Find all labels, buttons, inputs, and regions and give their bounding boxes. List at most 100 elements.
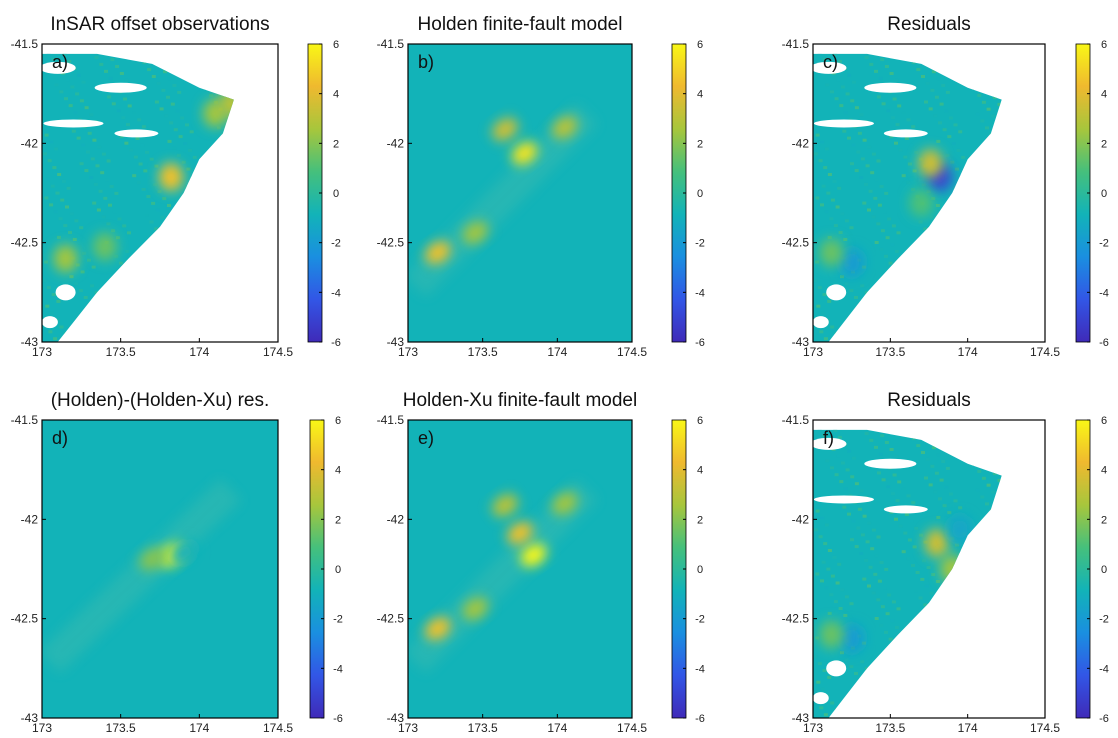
heatmap-field bbox=[42, 420, 278, 718]
panel-label: a) bbox=[52, 52, 68, 72]
colorbar-tick-label: -2 bbox=[331, 238, 341, 250]
y-tick-label: -41.5 bbox=[377, 37, 405, 51]
x-tick-label: 174.5 bbox=[617, 721, 647, 735]
plot-frame bbox=[812, 43, 1046, 343]
model-blob-1 bbox=[507, 521, 533, 545]
data-blob-2 bbox=[839, 624, 864, 653]
colorbar-tick-label: 6 bbox=[697, 39, 703, 51]
colorbar-tick-label: 4 bbox=[1101, 465, 1107, 477]
x-tick-label: 174 bbox=[547, 721, 567, 735]
y-tick-label: -43 bbox=[792, 711, 810, 725]
x-tick-label: 174 bbox=[189, 721, 209, 735]
x-tick-label: 174 bbox=[547, 345, 567, 359]
colorbar-tick-label: -4 bbox=[1099, 663, 1109, 675]
y-tick-label: -41.5 bbox=[11, 413, 39, 427]
colorbar-tick-label: 2 bbox=[335, 514, 341, 526]
data-blob-3 bbox=[819, 238, 844, 267]
data-blob-1 bbox=[940, 555, 965, 583]
x-tick-label: 174 bbox=[189, 345, 209, 359]
panel-title: Holden finite-fault model bbox=[418, 14, 623, 35]
panel-label: c) bbox=[823, 52, 838, 72]
plot-frame bbox=[407, 419, 633, 719]
x-tick-label: 173.5 bbox=[875, 721, 905, 735]
model-blob-2 bbox=[551, 115, 578, 139]
colorbar-tick-label: 2 bbox=[1101, 514, 1107, 526]
colorbar-tick-label: 6 bbox=[333, 39, 339, 51]
x-tick-label: 173 bbox=[32, 345, 52, 359]
x-tick-label: 174 bbox=[958, 345, 978, 359]
panel-a: InSAR offset observations a) 173 173.5 174 17… bbox=[11, 14, 341, 359]
colorbar-tick-label: 6 bbox=[697, 415, 703, 427]
x-tick-label: 174.5 bbox=[263, 721, 293, 735]
heatmap-field bbox=[408, 44, 632, 342]
colorbar-tick-label: 4 bbox=[1101, 89, 1107, 101]
model-blob-2 bbox=[492, 493, 518, 517]
x-tick-label: 174.5 bbox=[1030, 721, 1060, 735]
model-blob-1 bbox=[492, 117, 518, 141]
data-blob-4 bbox=[218, 89, 234, 118]
model-blob-0 bbox=[511, 141, 538, 165]
panel-b: Holden finite-fault model b) 173 173.5 174 17… bbox=[377, 14, 705, 359]
y-tick-label: -41.5 bbox=[11, 37, 39, 51]
heatmap-field bbox=[813, 53, 1002, 342]
y-tick-label: -42 bbox=[21, 136, 39, 150]
x-tick-label: 173 bbox=[803, 721, 823, 735]
colorbar-tick-label: 4 bbox=[335, 465, 341, 477]
colorbar-tick-label: -6 bbox=[1099, 337, 1109, 349]
colorbar-tick-label: -6 bbox=[331, 337, 341, 349]
heatmap-field bbox=[42, 53, 234, 342]
y-tick-label: -41.5 bbox=[782, 37, 810, 51]
y-tick-label: -43 bbox=[21, 711, 39, 725]
y-tick-label: -42 bbox=[387, 512, 405, 526]
panel-title: InSAR offset observations bbox=[50, 14, 269, 35]
x-tick-label: 174.5 bbox=[263, 345, 293, 359]
x-tick-label: 173 bbox=[32, 721, 52, 735]
data-blob-0 bbox=[924, 529, 949, 558]
y-tick-label: -41.5 bbox=[377, 413, 405, 427]
colorbar-tick-label: 2 bbox=[697, 138, 703, 150]
colorbar-tick-label: 0 bbox=[697, 564, 703, 576]
y-tick-label: -42 bbox=[792, 136, 810, 150]
y-tick-label: -42.5 bbox=[11, 236, 39, 250]
y-tick-label: -43 bbox=[792, 335, 810, 349]
model-blob-0 bbox=[520, 543, 547, 567]
colorbar-tick-label: -2 bbox=[695, 614, 705, 626]
x-tick-label: 173 bbox=[398, 721, 418, 735]
colorbar-tick-label: 6 bbox=[1101, 39, 1107, 51]
x-tick-label: 173 bbox=[398, 345, 418, 359]
panel-title: Holden-Xu finite-fault model bbox=[403, 390, 637, 411]
panel-label: f) bbox=[823, 428, 834, 448]
panel-label: e) bbox=[418, 428, 434, 448]
colorbar-tick-label: 2 bbox=[333, 138, 339, 150]
y-tick-label: -42.5 bbox=[377, 612, 405, 626]
model-blob-2 bbox=[170, 541, 197, 565]
plot-frame bbox=[812, 419, 1046, 719]
model-blob-3 bbox=[425, 241, 451, 265]
colorbar-tick-label: 2 bbox=[697, 514, 703, 526]
y-tick-label: -42 bbox=[21, 512, 39, 526]
colorbar-tick-label: -4 bbox=[695, 287, 705, 299]
plot-frame bbox=[41, 43, 279, 343]
y-tick-label: -42.5 bbox=[782, 236, 810, 250]
colorbar-tick-label: -6 bbox=[333, 713, 343, 725]
data-blob-2 bbox=[839, 248, 864, 277]
colorbar-tick-label: -6 bbox=[695, 337, 705, 349]
panel-label: d) bbox=[52, 428, 68, 448]
colorbar-tick-label: 4 bbox=[697, 89, 703, 101]
y-tick-label: -42 bbox=[792, 512, 810, 526]
colorbar-tick-label: -2 bbox=[1099, 238, 1109, 250]
x-tick-label: 174.5 bbox=[1030, 345, 1060, 359]
x-tick-label: 174 bbox=[958, 721, 978, 735]
colorbar-tick-label: 6 bbox=[335, 415, 341, 427]
panel-label: b) bbox=[418, 52, 434, 72]
data-blob-1 bbox=[918, 149, 943, 178]
x-tick-label: 173.5 bbox=[468, 721, 498, 735]
data-blob-1 bbox=[53, 244, 78, 273]
colorbar-tick-label: 4 bbox=[333, 89, 339, 101]
y-tick-label: -43 bbox=[387, 711, 405, 725]
colorbar-tick-label: 4 bbox=[697, 465, 703, 477]
colorbar-tick-label: -2 bbox=[1099, 614, 1109, 626]
y-tick-label: -42.5 bbox=[11, 612, 39, 626]
